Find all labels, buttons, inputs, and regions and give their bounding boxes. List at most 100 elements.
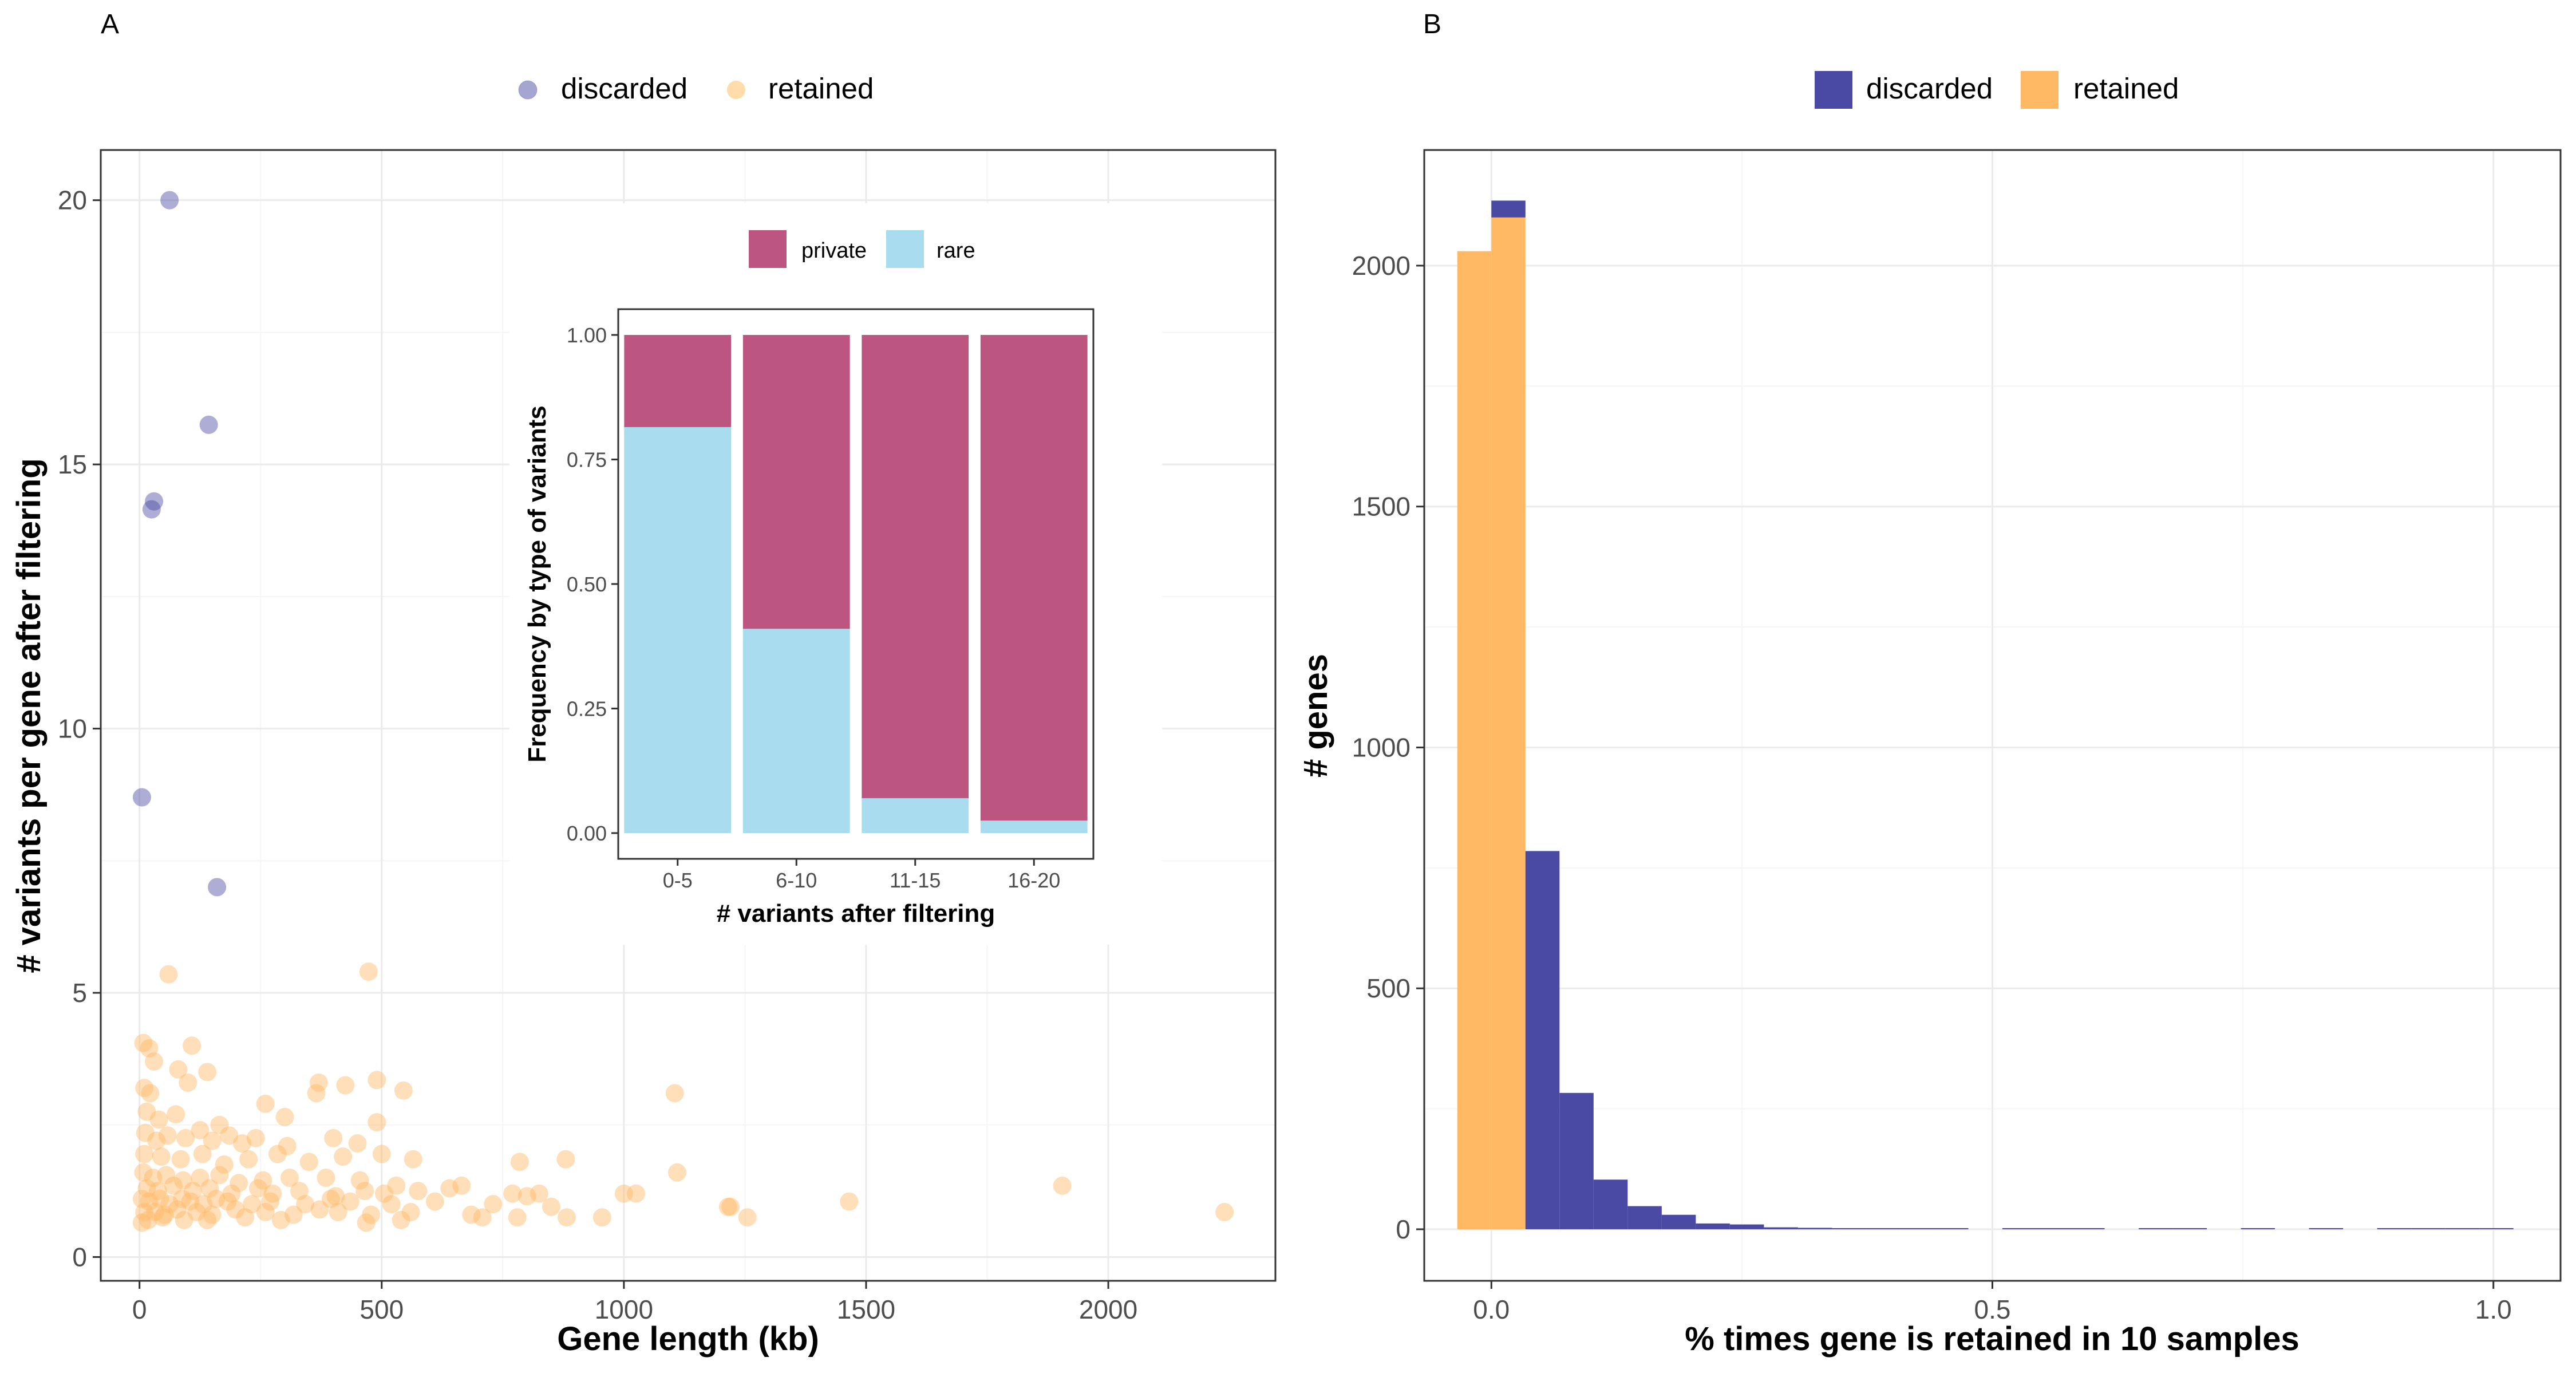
x-tick-label: 1000	[595, 1295, 653, 1324]
legend-retained-label: retained	[2073, 72, 2179, 105]
x-tick-label: 0.0	[1473, 1295, 1510, 1324]
point-retained	[203, 1205, 222, 1224]
hist-bar-discarded	[1832, 1228, 1866, 1229]
point-retained	[153, 1208, 172, 1227]
point-retained	[203, 1131, 222, 1150]
point-retained	[1215, 1203, 1234, 1222]
point-retained	[152, 1147, 171, 1166]
point-retained	[324, 1129, 343, 1147]
inset-y-tick-label: 0.50	[567, 573, 607, 596]
inset-x-tick-label: 6-10	[776, 869, 817, 892]
legend-rare-label: rare	[937, 239, 975, 263]
point-retained	[132, 1189, 151, 1208]
point-retained	[210, 1115, 229, 1134]
y-tick-label: 1500	[1352, 492, 1411, 522]
point-retained	[135, 1145, 154, 1163]
point-retained	[246, 1129, 265, 1147]
point-retained	[556, 1150, 575, 1169]
point-retained	[171, 1150, 190, 1169]
point-retained	[321, 1189, 340, 1208]
point-retained	[307, 1084, 326, 1103]
point-retained	[278, 1137, 297, 1155]
panel-b-ticks: 0.0 0.5 1.0 0 500 1000 1500 2000	[1352, 251, 2512, 1324]
point-discarded	[199, 415, 218, 434]
y-tick-label: 500	[1366, 973, 1411, 1003]
point-retained	[198, 1210, 217, 1229]
hist-bar-discarded	[2139, 1228, 2173, 1229]
point-retained	[372, 1145, 391, 1163]
point-retained	[667, 1163, 686, 1182]
point-retained	[362, 1205, 381, 1224]
point-retained	[334, 1147, 353, 1166]
point-retained	[738, 1208, 757, 1227]
point-retained	[145, 1203, 164, 1222]
point-retained	[155, 1205, 174, 1224]
point-retained	[268, 1145, 287, 1163]
point-retained	[392, 1210, 410, 1229]
legend-retained-swatch	[2021, 71, 2059, 109]
point-retained	[176, 1129, 195, 1147]
legend-retained-label: retained	[768, 72, 874, 105]
hist-bar-discarded	[1491, 200, 1526, 218]
point-retained	[222, 1184, 241, 1203]
point-retained	[558, 1208, 576, 1227]
point-retained	[135, 1079, 154, 1098]
point-retained	[404, 1150, 422, 1169]
point-retained	[134, 1033, 153, 1052]
point-retained	[718, 1197, 737, 1216]
point-retained	[341, 1192, 359, 1211]
hist-bar-discarded	[2002, 1228, 2037, 1229]
point-retained	[462, 1205, 481, 1224]
point-retained	[140, 1039, 159, 1058]
point-retained	[158, 1126, 177, 1145]
inset-y-tick-label: 1.00	[567, 323, 607, 347]
point-retained	[187, 1203, 206, 1222]
hist-bar-discarded	[1593, 1179, 1628, 1229]
x-tick-label: 1500	[837, 1295, 895, 1324]
point-retained	[175, 1210, 193, 1229]
hist-bar-discarded	[2309, 1228, 2344, 1229]
bar-rare	[862, 798, 969, 833]
y-tick-label: 15	[58, 449, 87, 479]
bar-private	[980, 335, 1088, 821]
y-tick-label: 0	[72, 1242, 87, 1272]
point-discarded	[160, 191, 179, 210]
point-retained	[1053, 1176, 1072, 1195]
point-retained	[508, 1208, 527, 1227]
point-retained	[191, 1169, 210, 1187]
panel-b-y-axis-title: # genes	[1297, 654, 1334, 778]
point-retained	[164, 1176, 183, 1195]
point-retained	[517, 1187, 536, 1206]
panel-a-ticks: 0 500 1000 1500 2000 0 5 10 15 20	[58, 186, 1137, 1324]
hist-bar-discarded	[2036, 1228, 2071, 1229]
point-retained	[510, 1153, 529, 1171]
panel-a-x-axis-title: Gene length (kb)	[557, 1320, 819, 1358]
legend-retained-marker	[727, 81, 745, 99]
point-retained	[530, 1184, 548, 1203]
inset-x-tick-label: 11-15	[890, 869, 941, 892]
point-discarded	[208, 878, 227, 897]
point-retained	[382, 1195, 401, 1214]
point-retained	[194, 1195, 213, 1214]
point-retained	[210, 1166, 229, 1185]
point-retained	[271, 1210, 290, 1229]
point-retained	[359, 962, 378, 981]
inset-y-tick-label: 0.75	[567, 448, 607, 472]
point-retained	[309, 1073, 328, 1092]
point-retained	[336, 1076, 355, 1095]
hist-bar-discarded	[1866, 1228, 1901, 1229]
hist-bar-discarded	[2377, 1228, 2412, 1229]
point-retained	[144, 1169, 163, 1187]
point-retained	[218, 1192, 237, 1211]
hist-bar-retained	[1457, 251, 1492, 1229]
point-retained	[256, 1094, 275, 1113]
point-retained	[310, 1200, 329, 1219]
point-retained	[141, 1084, 160, 1103]
panel-b-x-axis-title: % times gene is retained in 10 samples	[1685, 1320, 2299, 1358]
point-retained	[317, 1169, 335, 1187]
inset-y-tick-label: 0.25	[567, 697, 607, 721]
point-retained	[168, 1200, 187, 1219]
point-retained	[191, 1120, 210, 1139]
inset-x-axis-title: # variants after filtering	[717, 899, 995, 928]
